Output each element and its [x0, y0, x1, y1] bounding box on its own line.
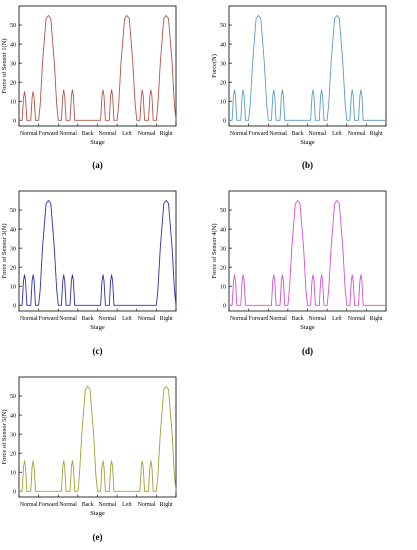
panel-caption: (c): [93, 346, 103, 356]
x-tick-label: Normal: [138, 131, 156, 137]
x-axis-title: Stage: [90, 139, 105, 146]
x-tick-label: Back: [82, 502, 94, 508]
x-tick-label: Left: [122, 501, 132, 508]
x-tick-label: Right: [370, 131, 383, 137]
y-tick-label: 50: [10, 394, 16, 400]
y-axis-title: Force of Sensor 1(N): [1, 38, 8, 93]
x-axis-title: Stage: [300, 139, 315, 146]
x-tick-label: Left: [122, 130, 132, 137]
y-tick-label: 40: [10, 227, 16, 233]
x-tick-label: Back: [82, 131, 94, 137]
x-tick-label: Normal: [138, 502, 156, 508]
y-tick-label: 30: [10, 246, 16, 252]
x-tick-label: Forward: [249, 131, 269, 137]
x-tick-label: Back: [82, 316, 94, 322]
y-axis-title: Force of Sensor 4(N): [211, 223, 218, 278]
x-tick-label: Left: [332, 315, 342, 322]
x-tick-label: Forward: [39, 316, 59, 322]
y-tick-label: 20: [10, 265, 16, 271]
y-tick-label: 50: [10, 23, 16, 29]
y-tick-label: 30: [220, 246, 226, 252]
x-tick-label: Normal: [98, 502, 116, 508]
y-tick-label: 10: [220, 284, 226, 290]
x-tick-label: Normal: [269, 316, 287, 322]
y-tick-label: 50: [10, 208, 16, 214]
x-tick-label: Normal: [308, 131, 326, 137]
y-tick-label: 30: [10, 432, 16, 438]
x-tick-label: Normal: [230, 131, 248, 137]
x-tick-label: Forward: [249, 316, 269, 322]
x-tick-label: Normal: [269, 131, 287, 137]
y-axis-title: Force(N): [211, 54, 218, 78]
y-tick-label: 30: [10, 61, 16, 67]
panel-caption: (b): [302, 160, 313, 170]
panel-caption: (d): [302, 346, 313, 356]
force-series-line: [19, 15, 177, 121]
y-tick-label: 50: [220, 208, 226, 214]
y-tick-label: 30: [220, 61, 226, 67]
x-tick-label: Normal: [230, 316, 248, 322]
x-tick-label: Normal: [59, 316, 77, 322]
y-tick-label: 0: [13, 303, 16, 309]
x-tick-label: Back: [292, 316, 304, 322]
x-tick-label: Normal: [308, 316, 326, 322]
panel-caption: (e): [93, 532, 103, 542]
x-tick-label: Back: [292, 131, 304, 137]
y-tick-label: 10: [10, 470, 16, 476]
y-tick-label: 20: [220, 80, 226, 86]
x-tick-label: Normal: [348, 316, 366, 322]
x-tick-label: Forward: [39, 131, 59, 137]
x-tick-label: Right: [160, 316, 173, 322]
y-tick-label: 20: [10, 451, 16, 457]
x-tick-label: Normal: [20, 316, 38, 322]
x-tick-label: Normal: [20, 502, 38, 508]
y-axis-title: Force of Sensor 3(N): [1, 223, 8, 278]
y-axis-title: Force of Sensor 5(N): [1, 409, 8, 464]
x-tick-label: Right: [160, 502, 173, 508]
y-tick-label: 0: [13, 489, 16, 495]
x-tick-label: Left: [332, 130, 342, 137]
y-tick-label: 10: [10, 284, 16, 290]
force-series-line: [229, 200, 386, 306]
y-tick-label: 0: [223, 118, 226, 124]
y-tick-label: 20: [220, 265, 226, 271]
y-tick-label: 20: [10, 80, 16, 86]
y-tick-label: 40: [220, 42, 226, 48]
x-tick-label: Right: [160, 131, 173, 137]
x-tick-label: Normal: [138, 316, 156, 322]
y-tick-label: 0: [13, 118, 16, 124]
y-tick-label: 10: [220, 99, 226, 105]
x-tick-label: Right: [370, 316, 383, 322]
force-series-line: [229, 15, 386, 121]
x-tick-label: Normal: [348, 131, 366, 137]
x-axis-title: Stage: [90, 510, 105, 517]
y-tick-label: 40: [10, 413, 16, 419]
x-tick-label: Normal: [59, 131, 77, 137]
x-tick-label: Normal: [20, 131, 38, 137]
x-tick-label: Normal: [98, 316, 116, 322]
panel-caption: (a): [92, 160, 103, 170]
x-tick-label: Left: [122, 315, 132, 322]
force-series-line: [19, 386, 177, 492]
x-axis-title: Stage: [300, 324, 315, 331]
y-tick-label: 40: [10, 42, 16, 48]
force-series-line: [19, 200, 177, 306]
x-tick-label: Forward: [39, 502, 59, 508]
x-tick-label: Normal: [59, 502, 77, 508]
y-tick-label: 40: [220, 227, 226, 233]
y-tick-label: 10: [10, 99, 16, 105]
x-axis-title: Stage: [90, 324, 105, 331]
y-tick-label: 0: [223, 303, 226, 309]
x-tick-label: Normal: [98, 131, 116, 137]
y-tick-label: 50: [220, 23, 226, 29]
